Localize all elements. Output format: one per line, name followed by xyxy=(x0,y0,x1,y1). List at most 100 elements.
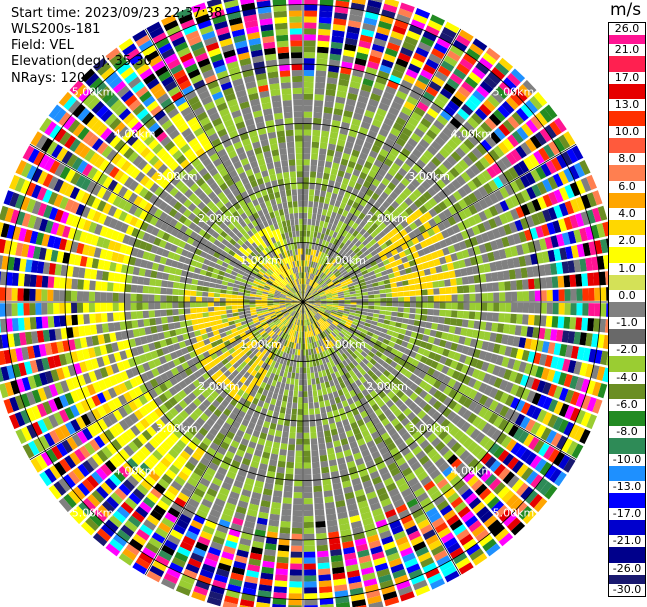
velocity-gate xyxy=(491,272,499,282)
velocity-gate xyxy=(289,384,294,391)
velocity-gate xyxy=(493,446,505,459)
velocity-gate xyxy=(307,306,312,311)
velocity-gate xyxy=(545,160,557,174)
velocity-gate xyxy=(371,222,379,231)
velocity-gate xyxy=(124,311,132,320)
velocity-gate xyxy=(313,315,318,322)
velocity-gate xyxy=(506,72,521,87)
velocity-gate xyxy=(94,291,101,302)
velocity-gate xyxy=(409,350,417,359)
velocity-gate xyxy=(449,45,464,57)
velocity-gate xyxy=(381,177,390,187)
velocity-gate xyxy=(321,130,330,138)
velocity-gate xyxy=(124,284,132,293)
velocity-gate xyxy=(356,101,367,110)
velocity-gate xyxy=(387,427,397,437)
velocity-gate xyxy=(566,440,579,456)
velocity-gate xyxy=(382,323,390,330)
velocity-gate xyxy=(359,376,367,384)
velocity-gate xyxy=(319,293,326,297)
velocity-gate xyxy=(323,490,333,498)
velocity-gate xyxy=(304,581,317,588)
velocity-gate xyxy=(305,349,309,356)
velocity-gate xyxy=(324,276,330,282)
velocity-gate xyxy=(344,302,351,305)
velocity-gate xyxy=(438,211,447,222)
velocity-gate xyxy=(499,405,510,418)
velocity-gate xyxy=(419,255,428,263)
velocity-gate xyxy=(305,254,308,261)
velocity-gate xyxy=(432,370,441,379)
velocity-gate xyxy=(329,217,335,225)
velocity-gate xyxy=(400,417,410,427)
velocity-gate xyxy=(431,517,445,529)
velocity-gate xyxy=(341,353,348,360)
velocity-gate xyxy=(486,312,494,322)
velocity-gate xyxy=(380,298,387,302)
velocity-gate xyxy=(441,264,449,272)
velocity-gate xyxy=(408,441,419,451)
velocity-gate xyxy=(432,193,443,204)
velocity-gate xyxy=(360,410,368,419)
velocity-gate xyxy=(339,127,349,136)
velocity-gate xyxy=(130,302,137,311)
velocity-gate xyxy=(483,76,498,89)
velocity-gate xyxy=(304,284,306,291)
velocity-gate xyxy=(548,399,559,413)
velocity-gate xyxy=(323,221,329,229)
velocity-gate xyxy=(148,294,155,302)
velocity-gate xyxy=(401,242,409,251)
velocity-gate xyxy=(499,509,513,523)
velocity-gate xyxy=(565,246,574,260)
velocity-gate xyxy=(312,237,317,244)
velocity-gate xyxy=(369,238,377,246)
velocity-gate xyxy=(393,408,403,418)
velocity-gate xyxy=(512,233,522,245)
velocity-gate xyxy=(487,292,494,302)
velocity-gate xyxy=(348,329,355,335)
velocity-gate xyxy=(142,294,149,302)
velocity-gate xyxy=(196,291,203,297)
velocity-gate xyxy=(299,367,303,374)
velocity-gate xyxy=(410,482,423,493)
velocity-gate xyxy=(431,183,442,193)
velocity-gate xyxy=(371,320,378,326)
velocity-gate xyxy=(400,375,409,384)
velocity-gate xyxy=(312,123,321,131)
velocity-gate xyxy=(320,325,326,331)
velocity-gate xyxy=(304,575,317,582)
velocity-gate xyxy=(575,179,586,195)
velocity-gate xyxy=(303,301,309,302)
velocity-gate xyxy=(588,287,595,301)
velocity-gate xyxy=(520,388,531,401)
velocity-gate xyxy=(462,437,474,449)
velocity-gate xyxy=(357,243,365,250)
velocity-gate xyxy=(550,235,559,248)
velocity-gate xyxy=(525,138,537,152)
velocity-gate xyxy=(334,343,341,350)
velocity-gate xyxy=(283,485,293,493)
velocity-gate xyxy=(270,507,281,515)
velocity-gate xyxy=(294,349,298,356)
velocity-gate xyxy=(341,260,348,266)
velocity-gate xyxy=(367,369,375,377)
velocity-gate xyxy=(455,318,463,327)
velocity-gate xyxy=(148,286,155,294)
velocity-gate xyxy=(315,314,321,319)
velocity-gate xyxy=(328,392,334,400)
velocity-gate xyxy=(538,147,550,162)
velocity-gate xyxy=(431,75,445,87)
velocity-gate xyxy=(320,460,329,468)
velocity-gate xyxy=(438,382,447,393)
velocity-gate xyxy=(310,426,317,433)
velocity-gate xyxy=(320,306,326,310)
velocity-gate xyxy=(400,274,408,281)
velocity-gate xyxy=(320,303,327,305)
velocity-gate xyxy=(308,402,314,409)
velocity-gate xyxy=(311,310,317,315)
velocity-gate xyxy=(304,40,316,47)
velocity-gate xyxy=(533,315,541,326)
velocity-gate xyxy=(286,455,295,463)
velocity-gate xyxy=(308,297,315,301)
velocity-gate xyxy=(467,320,475,329)
